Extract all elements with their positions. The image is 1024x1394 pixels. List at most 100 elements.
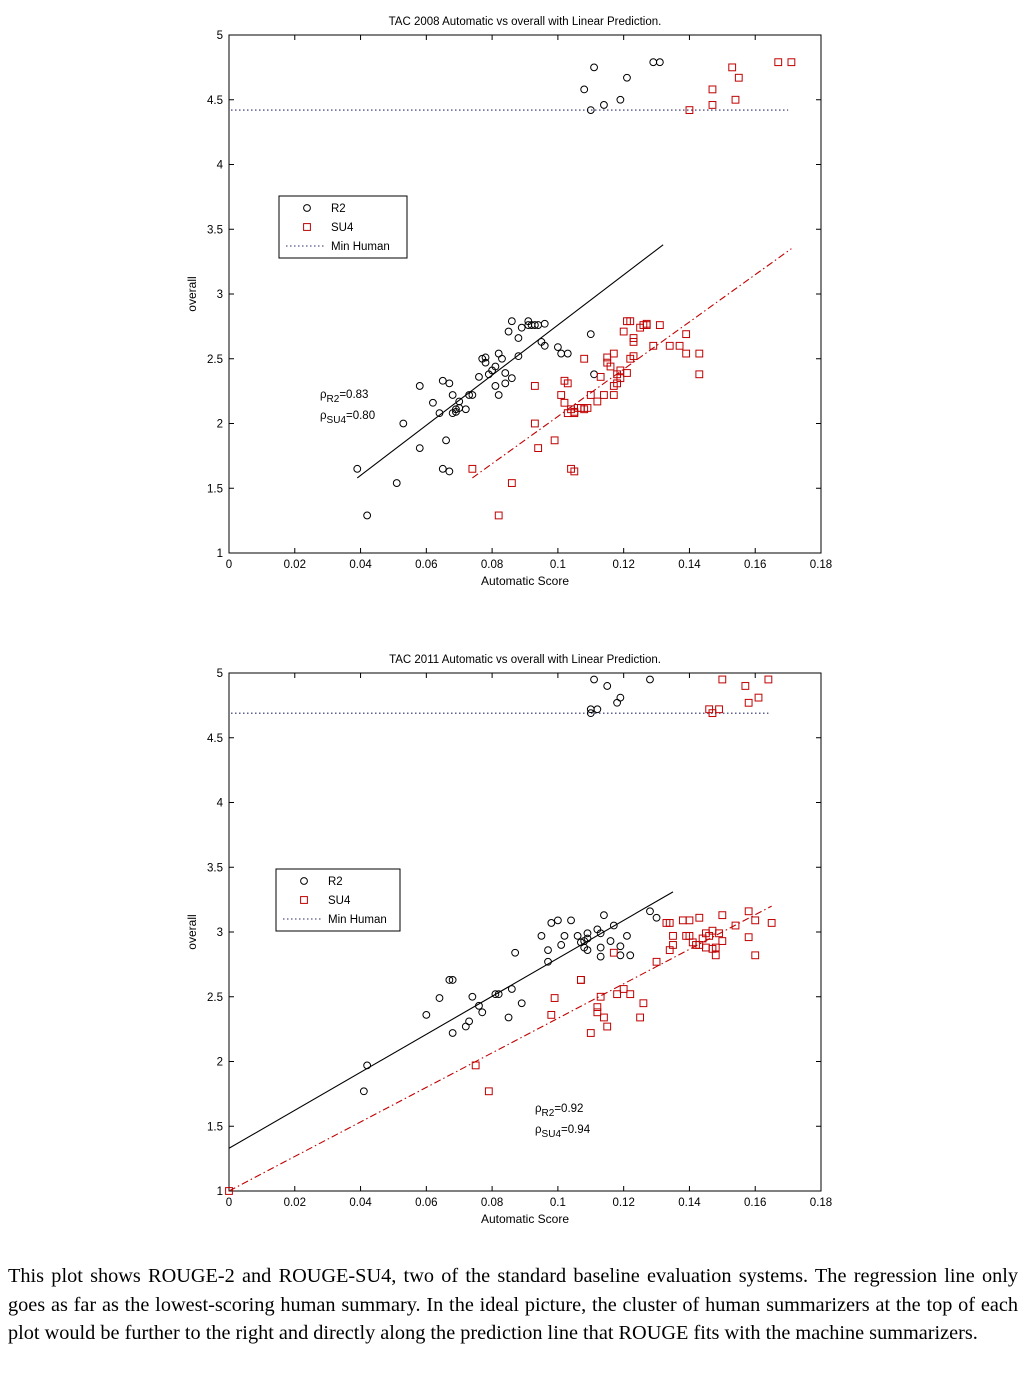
r2-point	[455, 397, 464, 406]
r2-point	[468, 992, 477, 1001]
su4-point	[570, 467, 579, 476]
r2-point	[590, 63, 598, 72]
su4-point	[225, 1187, 233, 1195]
su4-point	[550, 436, 559, 445]
legend-min-human-label: Min Human	[331, 241, 390, 253]
su4-point	[741, 682, 750, 690]
su4-point	[484, 1087, 493, 1096]
y-tick-label: 1.5	[207, 1121, 223, 1133]
x-axis-label: Automatic Score	[481, 574, 569, 588]
r2-point	[511, 948, 520, 957]
su4-point	[593, 397, 602, 406]
su4-point	[649, 341, 658, 350]
r2-point	[498, 354, 506, 363]
r2-point	[494, 990, 503, 999]
su4-point	[731, 921, 740, 930]
su4-point	[613, 990, 621, 999]
r2-point	[652, 913, 661, 922]
su4-point	[593, 1008, 602, 1017]
su4-point	[547, 1010, 556, 1019]
su4-point	[626, 990, 635, 999]
su4-point	[642, 319, 651, 328]
r2-point	[435, 409, 444, 418]
su4-point	[669, 941, 677, 949]
r2-point	[583, 946, 592, 955]
su4-point	[744, 907, 753, 916]
chart-tac-2008: TAC 2008 Automatic vs overall with Linea…	[185, 16, 832, 588]
r2-point	[435, 994, 444, 1002]
su4-point	[530, 382, 539, 390]
r2-point	[553, 916, 562, 925]
r2-point	[363, 1061, 372, 1070]
x-tick-label: 0.18	[810, 559, 832, 571]
su4-point	[682, 330, 691, 339]
r2-point	[626, 951, 635, 960]
r2-point	[547, 919, 556, 927]
y-tick-label: 4	[217, 160, 224, 172]
su4-point	[600, 1013, 608, 1022]
su4-point	[586, 1029, 595, 1037]
su4-point	[767, 919, 776, 927]
su4-point	[711, 943, 720, 952]
r2-fit-line	[356, 244, 664, 479]
r2-point	[363, 511, 372, 520]
su4-point	[609, 391, 618, 399]
su4-point	[751, 951, 760, 960]
x-tick-label: 0.16	[744, 559, 766, 571]
su4-point	[468, 464, 477, 473]
su4-point	[695, 349, 704, 358]
r2-point	[655, 58, 664, 67]
legend-min-human-label: Min Human	[328, 914, 387, 926]
r2-point	[501, 379, 510, 388]
rho-su4-annotation: ρSU4=0.94	[535, 1124, 591, 1140]
su4-point	[711, 951, 720, 960]
r2-point	[514, 334, 523, 342]
su4-point	[708, 85, 717, 94]
su4-point	[596, 372, 605, 381]
su4-point	[580, 354, 589, 363]
su4-fit-line	[472, 248, 792, 479]
r2-point	[600, 101, 608, 109]
su4-point	[682, 349, 691, 358]
legend-box	[275, 868, 401, 932]
r2-point	[491, 362, 500, 371]
r2-point	[590, 370, 598, 379]
su4-point	[718, 675, 727, 684]
su4-point	[583, 404, 592, 412]
r2-point	[616, 951, 625, 960]
su4-point	[695, 913, 704, 922]
rho-su4-annotation: ρSU4=0.80	[320, 410, 375, 426]
r2-point	[544, 946, 552, 955]
su4-point	[652, 957, 661, 966]
y-tick-label: 3	[217, 289, 223, 301]
r2-point	[557, 349, 566, 358]
r2-point	[465, 391, 473, 399]
r2-point	[399, 419, 408, 428]
su4-point	[787, 58, 796, 67]
r2-point	[461, 405, 470, 414]
su4-point	[754, 693, 763, 702]
r2-point	[540, 319, 549, 328]
r2-point	[445, 467, 454, 476]
r2-point	[596, 929, 605, 938]
su4-point	[629, 352, 638, 361]
r2-point	[580, 85, 589, 94]
r2-point	[478, 1008, 487, 1017]
r2-point	[475, 1001, 483, 1010]
su4-point	[609, 948, 618, 957]
su4-point	[734, 73, 743, 82]
y-tick-label: 1	[217, 1186, 223, 1198]
r2-point	[586, 330, 595, 339]
legend-r2-label: R2	[328, 876, 343, 888]
x-tick-label: 0.12	[612, 1197, 634, 1209]
su4-fit-line	[228, 905, 772, 1192]
x-tick-label: 0.18	[810, 1197, 832, 1209]
rho-r2-annotation: ρR2=0.83	[320, 389, 368, 405]
r2-point	[616, 693, 625, 702]
r2-point	[537, 931, 546, 940]
chart-title: TAC 2008 Automatic vs overall with Linea…	[389, 16, 662, 28]
x-tick-label: 0.1	[550, 1197, 566, 1209]
su4-point	[616, 374, 625, 383]
r2-point	[481, 358, 490, 367]
su4-point	[715, 929, 723, 938]
